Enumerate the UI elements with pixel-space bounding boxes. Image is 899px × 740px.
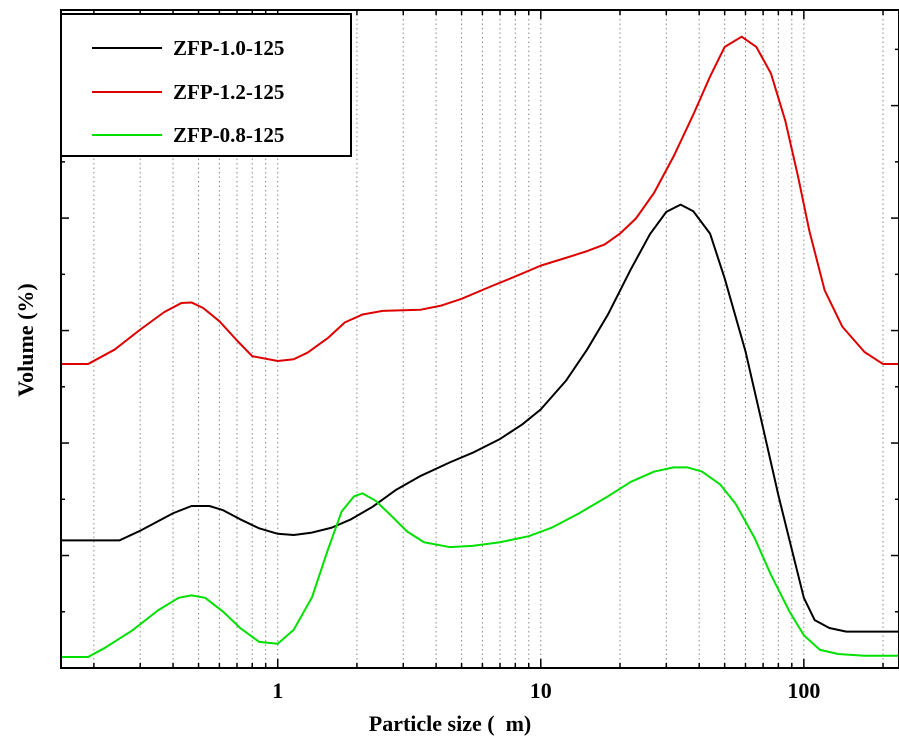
legend-label-zfp-0-8-125: ZFP-0.8-125 bbox=[173, 123, 284, 147]
y-axis-title: Volume (%) bbox=[13, 283, 38, 396]
legend: ZFP-1.0-125 ZFP-1.2-125 ZFP-0.8-125 bbox=[60, 13, 352, 157]
series-line-zfp-1-2-125 bbox=[61, 35, 899, 366]
legend-box bbox=[60, 13, 352, 157]
x-tick-label: 10 bbox=[530, 678, 552, 703]
vertical-grid bbox=[93, 10, 884, 668]
x-tick-label: 100 bbox=[787, 678, 820, 703]
plot-frame bbox=[60, 9, 899, 669]
x-axis-title: Particle size ( m) bbox=[369, 711, 531, 736]
series-line-zfp-0-8-125 bbox=[61, 466, 899, 658]
x-tick-labels: 1 10 100 bbox=[272, 678, 820, 703]
series-line-zfp-1-0-125 bbox=[61, 203, 899, 633]
x-tick-label: 1 bbox=[272, 678, 283, 703]
legend-label-zfp-1-0-125: ZFP-1.0-125 bbox=[173, 36, 284, 60]
data-series bbox=[61, 35, 899, 658]
legend-label-zfp-1-2-125: ZFP-1.2-125 bbox=[173, 80, 284, 104]
